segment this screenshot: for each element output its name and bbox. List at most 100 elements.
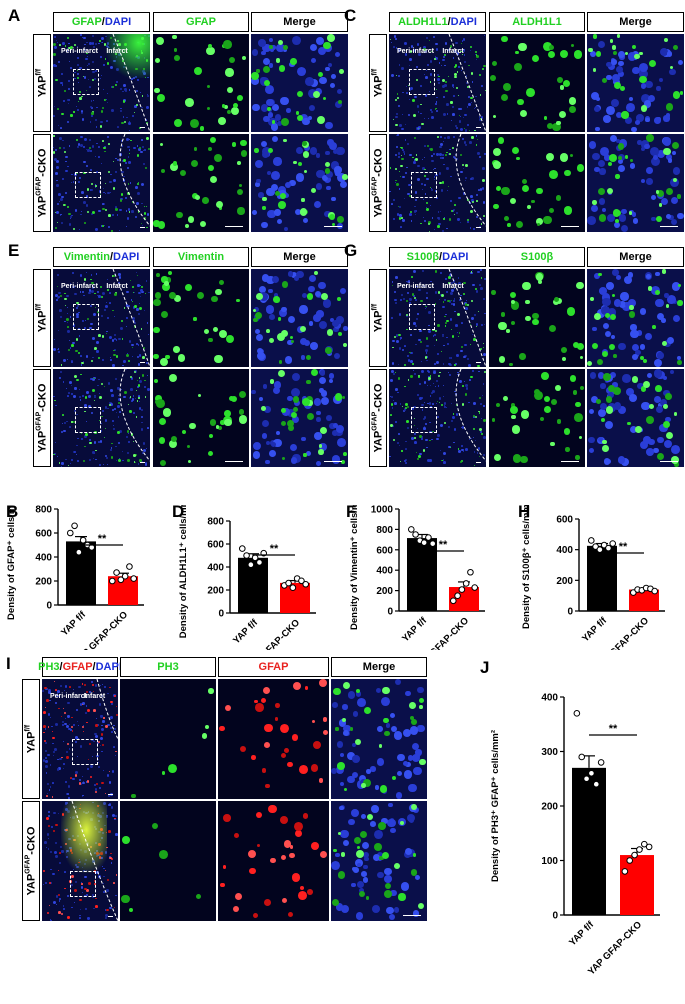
micrograph-low: Peri-infarct Infarct	[389, 34, 486, 132]
y-tick-label: 600	[35, 529, 52, 540]
cell-signal	[143, 385, 147, 388]
y-tick-label: 300	[541, 747, 558, 758]
cell-signal	[100, 74, 102, 76]
peri-infarct-label: Peri-infarct	[397, 48, 434, 55]
row-label-suffix: -CKO	[372, 148, 385, 177]
data-point	[66, 529, 74, 537]
cell-signal	[410, 219, 413, 222]
cell-signal	[677, 355, 682, 360]
cell-signal	[395, 38, 398, 41]
cell-signal	[92, 110, 95, 113]
cell-signal	[89, 42, 92, 45]
cell-signal	[420, 299, 424, 303]
cell-signal	[111, 230, 113, 232]
cell-signal	[501, 35, 508, 42]
row-label-yap-ff: YAPf/f	[369, 34, 387, 132]
cell-signal	[450, 292, 453, 295]
cell-signal	[69, 426, 71, 428]
cell-signal	[127, 441, 131, 444]
cell-signal	[294, 208, 301, 215]
cell-signal	[461, 40, 464, 42]
cell-signal	[378, 822, 386, 830]
cell-signal	[439, 156, 443, 159]
cell-signal	[158, 417, 166, 425]
cell-signal	[216, 200, 224, 208]
data-point	[247, 561, 255, 569]
cell-signal	[55, 227, 57, 230]
cell-signal	[440, 65, 443, 67]
row-label-base: YAP	[36, 75, 49, 98]
cell-signal	[154, 399, 160, 405]
cell-signal	[543, 395, 551, 403]
cell-signal	[636, 114, 644, 122]
cell-signal	[594, 272, 600, 279]
cell-signal	[116, 158, 119, 161]
cell-signal	[435, 110, 438, 113]
cell-signal	[57, 193, 61, 196]
y-tick-label: 0	[567, 607, 573, 618]
cell-signal	[252, 309, 257, 313]
cell-signal	[271, 123, 279, 131]
cell-signal	[137, 384, 141, 387]
cell-signal	[90, 114, 93, 117]
cell-signal	[329, 379, 334, 384]
cell-signal	[645, 117, 651, 123]
cell-signal	[66, 313, 69, 315]
micrograph-merge	[251, 369, 348, 467]
cell-signal	[128, 153, 130, 155]
cell-signal	[81, 96, 83, 98]
cell-signal	[670, 444, 680, 454]
cell-signal	[587, 216, 597, 226]
cell-signal	[308, 274, 316, 282]
cell-signal	[480, 323, 484, 326]
cell-signal	[454, 213, 456, 215]
cell-signal	[646, 178, 653, 185]
cell-signal	[302, 217, 308, 223]
cell-signal	[662, 421, 670, 428]
data-point	[289, 584, 297, 591]
cell-signal	[475, 135, 478, 137]
cell-signal	[415, 318, 419, 321]
cell-signal	[66, 206, 69, 209]
cell-signal	[53, 146, 55, 148]
cell-signal	[266, 98, 275, 107]
cell-signal	[536, 217, 544, 225]
cell-signal	[122, 360, 126, 363]
cell-signal	[93, 45, 96, 48]
cell-signal	[643, 99, 652, 108]
cell-signal	[168, 440, 177, 449]
cell-signal	[282, 897, 288, 904]
cell-signal	[356, 862, 361, 868]
cell-signal	[423, 220, 427, 223]
cell-signal	[423, 73, 425, 76]
channel-header: S100β / DAPI	[389, 247, 486, 267]
cell-signal	[451, 84, 454, 87]
cell-signal	[600, 417, 606, 423]
cell-signal	[110, 173, 113, 176]
cell-signal	[56, 298, 58, 301]
row-label-text: YAPf/f	[372, 69, 385, 97]
cell-signal	[470, 72, 474, 75]
cell-signal	[407, 280, 411, 283]
scale-bar	[324, 461, 342, 462]
cell-signal	[475, 326, 477, 328]
cell-signal	[394, 863, 400, 870]
cell-signal	[218, 116, 227, 125]
micrograph-zoom	[153, 134, 249, 232]
cell-signal	[409, 334, 412, 337]
channel-header: GFAP / DAPI	[53, 12, 150, 32]
cell-signal	[428, 39, 430, 41]
cell-signal	[363, 707, 371, 715]
cell-signal	[543, 41, 553, 51]
cell-signal	[59, 294, 63, 298]
cell-signal	[468, 401, 470, 404]
cell-signal	[399, 214, 402, 217]
cell-signal	[384, 867, 392, 876]
cell-signal	[82, 75, 84, 77]
cell-signal	[88, 459, 91, 462]
cell-signal	[665, 431, 674, 440]
row-label-superscript: f/f	[35, 68, 43, 76]
cell-signal	[640, 146, 645, 152]
cell-signal	[428, 310, 432, 314]
cell-signal	[127, 208, 131, 211]
